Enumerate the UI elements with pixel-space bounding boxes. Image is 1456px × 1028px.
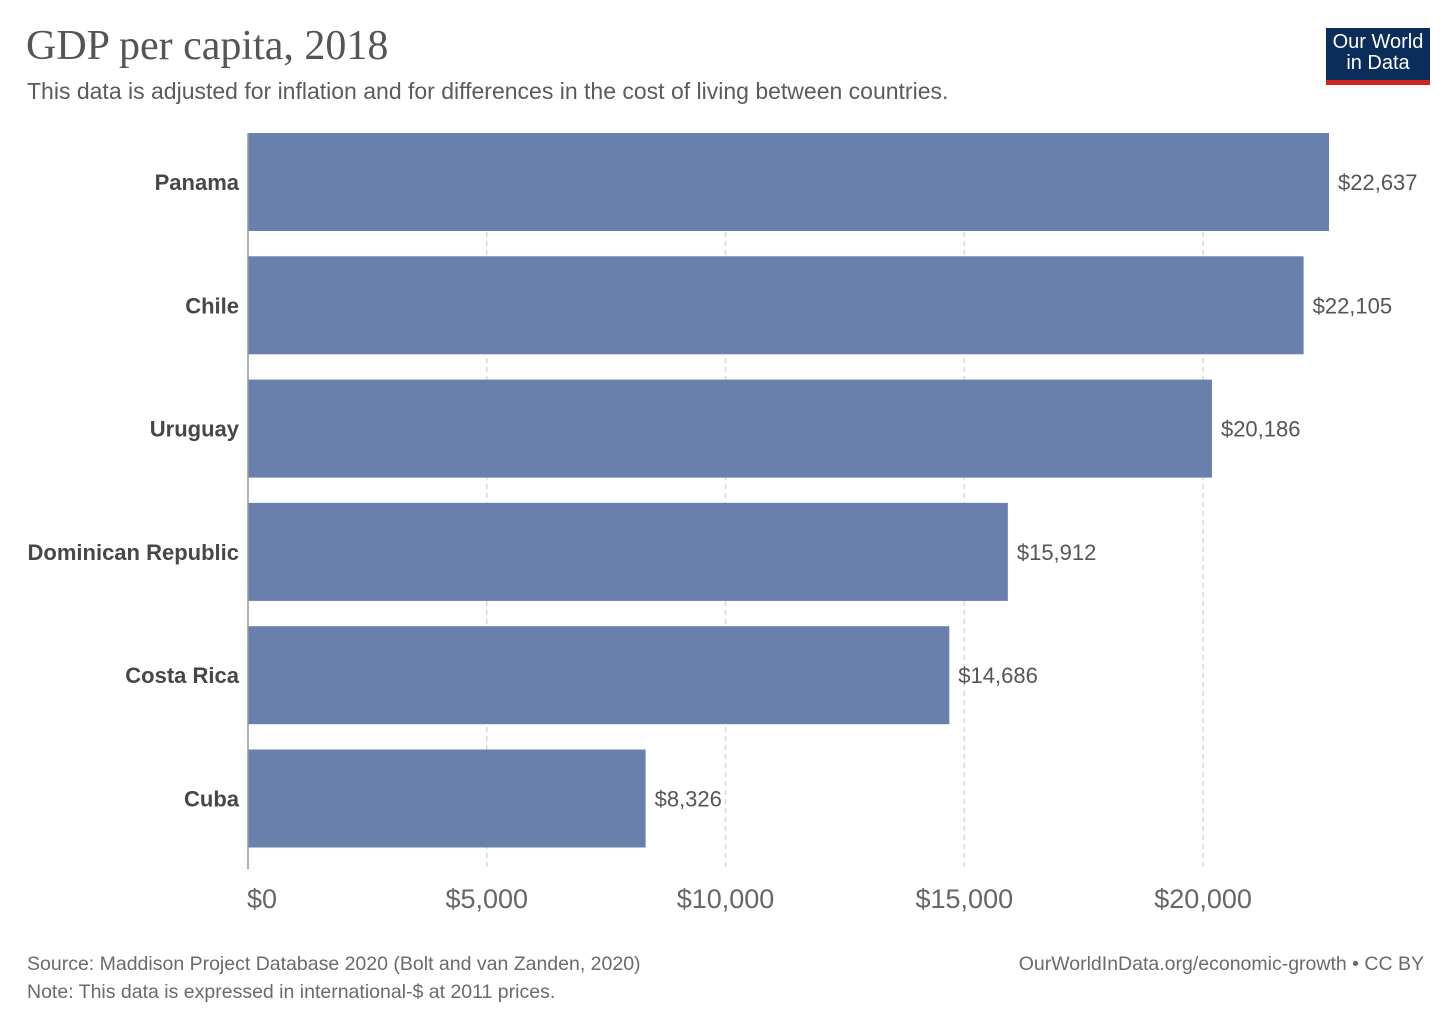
x-tick-label: $15,000 [916, 884, 1014, 914]
value-label: $14,686 [958, 663, 1038, 688]
chart-title: GDP per capita, 2018 [26, 23, 389, 69]
value-label: $22,637 [1338, 170, 1418, 195]
value-label: $15,912 [1017, 540, 1097, 565]
bar [248, 626, 950, 725]
x-tick-label: $0 [247, 884, 277, 914]
value-label: $8,326 [655, 787, 722, 812]
bars [248, 133, 1329, 848]
grid-lines [486, 133, 1204, 869]
owid-logo[interactable]: Our World in Data [1326, 28, 1430, 85]
category-label: Dominican Republic [28, 540, 239, 565]
category-label: Uruguay [150, 417, 240, 442]
labels: $0 $5,000 $10,000 $15,000 $20,000 Panama $22,6… [28, 133, 1418, 914]
chart-subtitle: This data is adjusted for inflation and … [27, 78, 949, 104]
category-label: Costa Rica [125, 663, 239, 688]
value-label: $20,186 [1221, 417, 1301, 442]
source-text: Source: Maddison Project Database 2020 (… [27, 953, 641, 975]
note-text: Note: This data is expressed in internat… [27, 981, 556, 1003]
x-tick-label: $5,000 [445, 884, 528, 914]
bar [248, 749, 646, 848]
logo-line-1: Our World [1332, 31, 1424, 53]
bar-chart: $0 $5,000 $10,000 $15,000 $20,000 Panama $22,6… [28, 133, 1418, 914]
bar [248, 379, 1212, 478]
footer-link[interactable]: OurWorldInData.org/economic-growth • CC … [1018, 953, 1424, 975]
category-label: Cuba [184, 787, 240, 812]
bar [248, 133, 1329, 231]
value-label: $22,105 [1313, 293, 1393, 318]
x-tick-label: $20,000 [1154, 884, 1252, 914]
x-tick-label: $10,000 [677, 884, 775, 914]
category-label: Panama [155, 170, 240, 195]
bar [248, 502, 1008, 601]
bar [248, 256, 1304, 355]
logo-line-2: in Data [1346, 52, 1410, 74]
category-label: Chile [185, 293, 239, 318]
